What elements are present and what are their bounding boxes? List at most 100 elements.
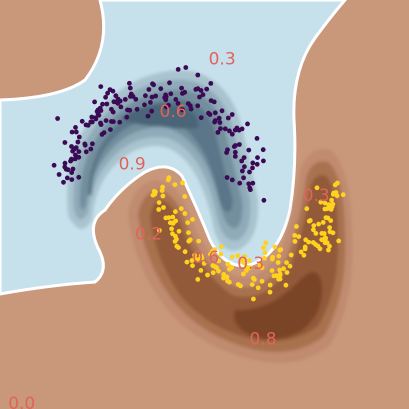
data-point — [322, 235, 328, 241]
data-point — [172, 182, 178, 188]
data-point — [261, 197, 267, 203]
data-point — [204, 86, 210, 92]
data-point — [276, 253, 282, 259]
data-point — [320, 220, 326, 225]
data-point — [326, 202, 332, 208]
data-point — [173, 97, 179, 102]
data-point — [310, 240, 316, 245]
data-point — [255, 285, 261, 291]
data-point — [284, 260, 289, 265]
data-point — [143, 93, 148, 99]
data-point — [316, 221, 321, 227]
data-point — [233, 143, 238, 148]
data-point — [294, 224, 299, 229]
data-point — [142, 102, 147, 108]
data-point — [284, 270, 290, 275]
data-point — [124, 114, 130, 120]
data-point — [148, 100, 153, 105]
contour-label: 0.3 — [209, 49, 236, 69]
contour-label: 0.3 — [303, 186, 330, 206]
data-point — [89, 114, 95, 120]
data-point — [69, 144, 74, 149]
data-point — [98, 84, 104, 89]
data-point — [62, 140, 68, 145]
data-point — [96, 107, 101, 113]
data-point — [195, 103, 201, 109]
data-point — [73, 125, 78, 130]
data-point — [55, 116, 60, 121]
data-point — [319, 231, 325, 236]
contour-label: 0.6 — [160, 102, 187, 122]
data-point — [85, 122, 91, 128]
data-point — [184, 259, 190, 265]
data-point — [163, 215, 169, 221]
data-point — [183, 65, 189, 70]
data-point — [232, 154, 238, 159]
data-point — [218, 251, 224, 257]
data-point — [227, 279, 232, 285]
data-point — [169, 226, 175, 232]
data-point — [196, 238, 202, 244]
data-point — [296, 234, 302, 240]
data-point — [232, 149, 238, 155]
data-point — [340, 192, 346, 198]
data-point — [149, 108, 155, 114]
data-point — [64, 175, 70, 181]
data-point — [109, 106, 114, 112]
data-point — [210, 263, 216, 269]
data-point — [328, 218, 334, 224]
data-point — [95, 111, 101, 117]
data-point — [122, 97, 128, 102]
data-point — [185, 220, 191, 226]
data-point — [180, 180, 185, 186]
data-point — [229, 265, 235, 270]
data-point — [216, 258, 222, 264]
data-point — [219, 108, 225, 114]
data-point — [229, 131, 235, 137]
data-point — [242, 254, 248, 259]
data-point — [92, 99, 97, 105]
data-point — [250, 180, 256, 186]
data-point — [244, 268, 249, 273]
data-point — [160, 184, 166, 190]
data-point — [88, 146, 94, 152]
data-point — [62, 164, 68, 170]
data-point — [302, 244, 308, 250]
data-point — [127, 85, 133, 91]
data-point — [83, 149, 89, 155]
data-point — [198, 115, 204, 121]
data-point — [199, 255, 205, 261]
data-point — [130, 94, 136, 99]
data-point — [301, 252, 307, 258]
data-point — [245, 121, 250, 127]
data-point — [275, 260, 281, 265]
data-point — [259, 265, 265, 271]
data-point — [326, 247, 331, 253]
data-point — [292, 233, 298, 238]
data-point — [134, 106, 140, 112]
data-point — [331, 190, 337, 196]
data-point — [222, 126, 228, 132]
data-point — [224, 274, 230, 280]
data-point — [270, 254, 275, 260]
data-point — [167, 80, 172, 86]
data-point — [146, 87, 152, 92]
data-point — [225, 261, 231, 267]
data-point — [212, 110, 218, 116]
data-point — [278, 247, 284, 253]
data-point — [239, 158, 245, 164]
data-point — [82, 142, 88, 148]
data-point — [235, 282, 241, 287]
data-point — [237, 180, 243, 186]
data-point — [164, 104, 169, 110]
contours-class-b — [128, 149, 353, 363]
data-point — [239, 258, 245, 264]
data-point — [267, 289, 273, 295]
data-point — [171, 220, 176, 226]
contour-label: 0.8 — [250, 330, 277, 350]
data-point — [251, 296, 256, 302]
data-point — [99, 132, 105, 137]
data-point — [156, 207, 162, 212]
data-point — [159, 188, 165, 194]
contour-label: 0.2 — [135, 225, 162, 245]
